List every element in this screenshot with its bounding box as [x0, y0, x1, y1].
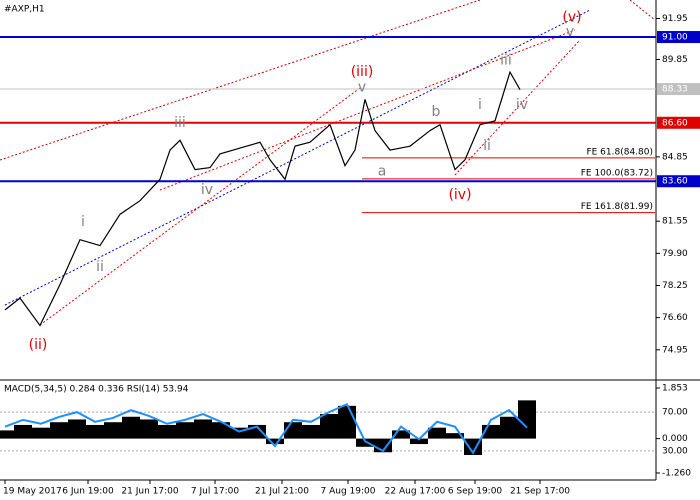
macd-bar	[176, 422, 194, 439]
macd-bar	[356, 438, 374, 447]
x-tick-label: 22 Aug 17:00	[385, 487, 446, 497]
macd-bar	[518, 400, 536, 439]
wave-label: iii	[174, 115, 186, 131]
wave-label: a	[378, 163, 387, 179]
fe-label: FE 161.8(81.99)	[581, 202, 653, 212]
level-box	[657, 83, 700, 96]
macd-bar	[392, 430, 410, 439]
wave-label: b	[432, 104, 441, 120]
wave-label: ii	[96, 259, 104, 275]
x-tick-label: 19 May 2017	[3, 487, 62, 497]
macd-bar	[410, 438, 428, 445]
fe-label: FE 61.8(84.80)	[586, 147, 653, 157]
x-tick-label: 21 Jul 21:00	[255, 487, 309, 497]
x-tick-label: 21 Sep 17:00	[510, 487, 570, 497]
macd-bar	[212, 422, 230, 439]
channel-lines	[0, 0, 656, 326]
macd-bar	[140, 419, 158, 439]
wave-label: (ii)	[29, 337, 48, 353]
wave-label: ii	[483, 138, 491, 154]
macd-bar	[338, 405, 356, 439]
x-tick-label: 21 Jun 17:00	[121, 487, 178, 497]
y-tick-label: 79.90	[662, 249, 688, 259]
macd-bar	[32, 427, 50, 439]
wave-label: iv	[201, 182, 213, 198]
wave-label: iii	[500, 52, 512, 68]
wave-label: i	[81, 214, 85, 230]
macd-bar	[302, 424, 320, 439]
rsi-line	[4, 403, 528, 455]
y-tick-label: 74.95	[662, 345, 688, 355]
macd-bar	[122, 416, 140, 439]
level-label: 86.60	[662, 118, 688, 128]
x-tick-label: 6 Sep 19:00	[448, 487, 503, 497]
y-tick-label: 1.853	[662, 384, 688, 394]
macd-bar	[158, 424, 176, 439]
macd-bar	[50, 422, 68, 439]
wave-label: (iv)	[448, 187, 471, 203]
price-line	[4, 70, 521, 327]
level-label: 83.60	[662, 177, 688, 187]
x-tick-label: 7 Jul 17:00	[191, 487, 240, 497]
indicator-title: MACD(5,34,5) 0.284 0.336 RSI(14) 53.94	[4, 385, 189, 395]
fe-label: FE 100.0(83.72)	[581, 168, 653, 178]
wave-label: (iii)	[351, 64, 374, 80]
y-tick-label: 0.000	[662, 434, 688, 444]
y-tick-label: 91.95	[662, 14, 688, 24]
wave-label: v	[358, 80, 366, 96]
wave-label: v	[566, 24, 574, 40]
level-box	[657, 31, 700, 44]
x-tick-label: 7 Aug 19:00	[321, 487, 376, 497]
macd-bar	[194, 419, 212, 439]
level-label: 88.33	[662, 85, 688, 95]
macd-bar	[0, 430, 14, 439]
y-tick-label: 81.55	[662, 217, 688, 227]
chart-title: #AXP,H1	[4, 5, 45, 15]
macd-bar	[428, 427, 446, 439]
macd-bar	[500, 416, 518, 439]
y2-tick-label: 30.00	[662, 446, 688, 456]
macd-bar	[320, 414, 338, 439]
macd-bar	[446, 433, 464, 439]
wave-label: i	[478, 97, 482, 113]
y-tick-label: 76.60	[662, 313, 688, 323]
macd-bar	[14, 424, 32, 439]
level-box	[657, 175, 700, 188]
macd-bar	[104, 422, 122, 439]
y-tick-label: 78.25	[662, 281, 688, 291]
level-label: 91.00	[662, 33, 688, 43]
macd-bar	[68, 419, 86, 439]
wave-label: (v)	[562, 10, 581, 26]
x-tick-label: 6 Jun 19:00	[62, 487, 114, 497]
y2-tick-label: 70.00	[662, 408, 688, 418]
level-box	[657, 116, 700, 129]
macd-bar	[230, 427, 248, 439]
y-tick-label: 89.85	[662, 55, 688, 65]
y-tick-label: -1.260	[662, 469, 691, 479]
y-tick-label: 84.85	[662, 152, 688, 162]
wave-label: iv	[516, 97, 528, 113]
macd-bar	[266, 438, 284, 445]
macd-bar	[86, 424, 104, 439]
